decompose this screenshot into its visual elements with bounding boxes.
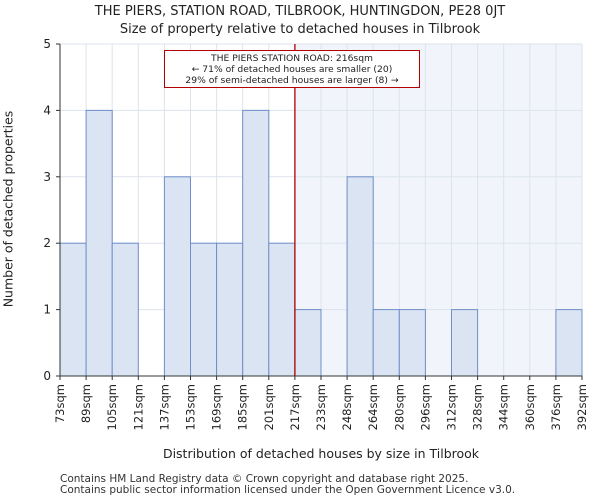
y-tick-label: 1 <box>43 303 51 317</box>
x-tick-label: 89sqm <box>79 384 93 423</box>
bar <box>555 309 583 377</box>
y-tick-label: 5 <box>43 37 51 51</box>
x-tick-label: 392sqm <box>575 384 589 430</box>
footer-line-2: Contains public sector information licen… <box>60 484 516 496</box>
x-tick-label: 121sqm <box>131 384 145 430</box>
x-tick-label: 264sqm <box>366 384 380 430</box>
highlight-region <box>294 44 582 376</box>
x-tick-label: 248sqm <box>340 384 354 430</box>
x-tick-label: 376sqm <box>549 384 563 430</box>
x-tick-label: 73sqm <box>53 384 67 423</box>
property-annotation-box: THE PIERS STATION ROAD: 216sqm ← 71% of … <box>164 50 420 88</box>
bar <box>59 242 87 377</box>
x-tick-label: 328sqm <box>471 384 485 430</box>
x-tick-label: 344sqm <box>497 384 511 430</box>
x-tick-label: 296sqm <box>418 384 432 430</box>
annotation-line-2: ← 71% of detached houses are smaller (20… <box>191 64 393 75</box>
x-tick-label: 105sqm <box>105 384 119 430</box>
y-tick-label: 0 <box>43 369 51 383</box>
footer-line-1: Contains HM Land Registry data © Crown c… <box>60 473 469 485</box>
x-tick-label: 217sqm <box>288 384 302 430</box>
bar <box>346 176 374 377</box>
bar <box>451 309 479 377</box>
bar <box>216 242 244 377</box>
bar <box>190 242 218 377</box>
bar <box>163 176 191 377</box>
x-tick-label: 360sqm <box>523 384 537 430</box>
chart-subtitle: Size of property relative to detached ho… <box>119 22 481 37</box>
chart-title: THE PIERS, STATION ROAD, TILBROOK, HUNTI… <box>94 4 506 19</box>
bar <box>85 109 113 377</box>
x-tick-label: 233sqm <box>314 384 328 430</box>
x-tick-label: 201sqm <box>262 384 276 430</box>
x-axis-label: Distribution of detached houses by size … <box>162 446 480 461</box>
bar <box>372 309 400 377</box>
annotation-line-3: 29% of semi-detached houses are larger (… <box>185 75 399 86</box>
bar <box>294 309 322 377</box>
x-tick-label: 137sqm <box>157 384 171 430</box>
bar <box>398 309 426 377</box>
annotation-line-1: THE PIERS STATION ROAD: 216sqm <box>210 53 374 64</box>
y-tick-label: 3 <box>43 170 51 184</box>
y-tick-label: 4 <box>43 103 51 117</box>
x-tick-label: 280sqm <box>392 384 406 430</box>
bar <box>242 109 270 377</box>
y-tick-label: 2 <box>43 236 51 250</box>
y-axis-label: Number of detached properties <box>0 110 16 308</box>
x-tick-label: 153sqm <box>184 384 198 430</box>
x-tick-label: 312sqm <box>445 384 459 430</box>
bar <box>268 242 296 377</box>
bar <box>111 242 139 377</box>
x-tick-label: 169sqm <box>210 384 224 430</box>
x-tick-label: 185sqm <box>236 384 250 430</box>
